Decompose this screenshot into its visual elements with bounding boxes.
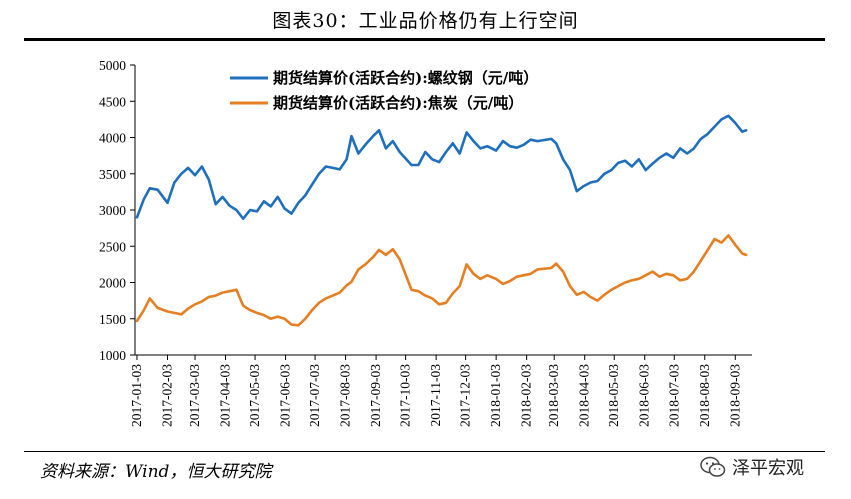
series-line-rebar <box>135 114 748 220</box>
x-tick-label: 2017-08-03 <box>338 364 353 427</box>
y-tick-label: 1000 <box>99 348 126 363</box>
x-tick-label: 2017-12-03 <box>458 364 473 427</box>
x-tick-label: 2018-07-03 <box>666 364 681 427</box>
x-tick-label: 2018-03-03 <box>546 364 561 427</box>
x-tick-label: 2017-09-03 <box>368 364 383 427</box>
x-tick-label: 2017-01-03 <box>129 364 144 427</box>
legend-label: 期货结算价(活跃合约):焦炭（元/吨） <box>273 94 523 112</box>
line-chart: 1000 1500 2000 2500 3000 3500 4000 4500 5000 2017… <box>99 58 752 427</box>
chart-axes: 1000 1500 2000 2500 3000 3500 4000 4500 5000 2017… <box>99 58 752 427</box>
y-tick-label: 2500 <box>99 239 126 254</box>
y-tick-label: 5000 <box>99 58 126 73</box>
y-tick-label: 1500 <box>99 312 126 327</box>
x-tick-label: 2017-11-03 <box>428 364 443 427</box>
x-tick-label: 2018-04-03 <box>577 364 592 427</box>
x-tick-label: 2017-07-03 <box>307 364 322 427</box>
series-line-coke <box>135 234 748 327</box>
y-tick-label: 3500 <box>99 167 126 182</box>
watermark-text: 泽平宏观 <box>732 458 804 479</box>
x-tick-label: 2018-09-03 <box>727 364 742 427</box>
x-tick-label: 2018-01-03 <box>488 364 503 427</box>
y-tick-label: 3000 <box>99 203 126 218</box>
source-note: 资料来源：Wind，恒大研究院 <box>40 462 272 482</box>
y-tick-label: 4500 <box>99 94 126 109</box>
legend-label: 期货结算价(活跃合约):螺纹钢（元/吨） <box>273 69 538 87</box>
chart-title: 图表30：工业品价格仍有上行空间 <box>272 10 579 32</box>
wechat-icon <box>700 456 726 477</box>
x-tick-label: 2018-08-03 <box>697 364 712 427</box>
footer-divider <box>24 451 825 452</box>
x-tick-label: 2018-06-03 <box>637 364 652 427</box>
x-tick-label: 2017-03-03 <box>187 364 202 427</box>
title-divider <box>24 38 825 41</box>
x-tick-label: 2018-05-03 <box>606 364 621 427</box>
y-tick-label: 2000 <box>99 276 126 291</box>
x-tick-label: 2017-06-03 <box>278 364 293 427</box>
chart-legend: 期货结算价(活跃合约):螺纹钢（元/吨） 期货结算价(活跃合约):焦炭（元/吨） <box>230 69 538 112</box>
series-layer <box>135 114 748 327</box>
x-tick-label: 2017-02-03 <box>159 364 174 427</box>
y-tick-label: 4000 <box>99 131 126 146</box>
x-tick-label: 2017-04-03 <box>218 364 233 427</box>
watermark: 泽平宏观 <box>700 454 804 480</box>
x-tick-label: 2017-05-03 <box>247 364 262 427</box>
x-tick-label: 2018-02-03 <box>519 364 534 427</box>
x-tick-label: 2017-10-03 <box>398 364 413 427</box>
